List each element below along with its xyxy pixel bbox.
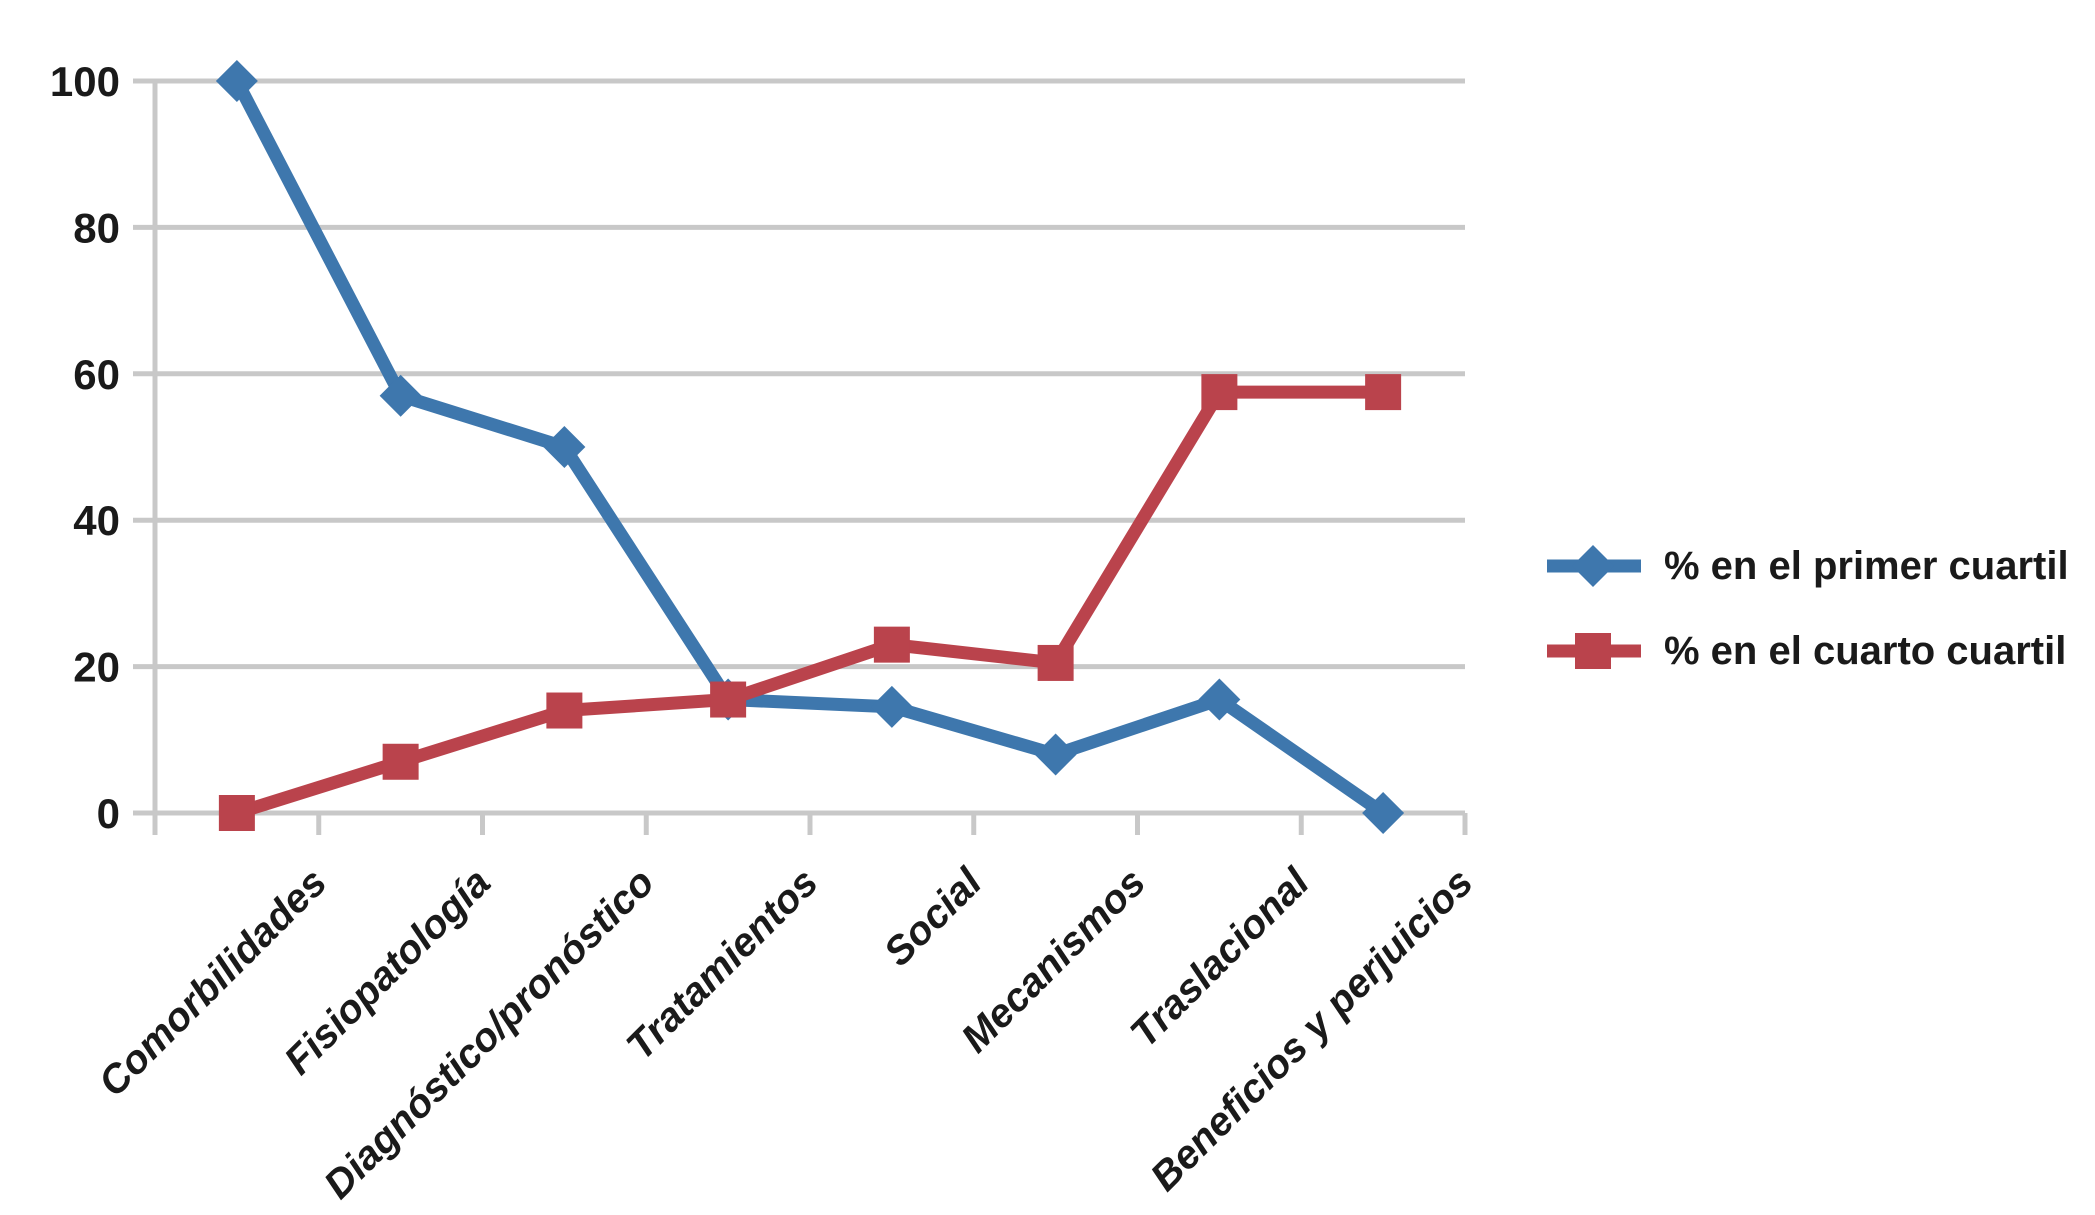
y-axis-tick-label: 80 <box>73 204 120 251</box>
series-line-0 <box>231 78 1387 819</box>
data-point-diamond <box>543 426 586 468</box>
legend-label-cuarto-cuartil: % en el cuarto cuartil <box>1664 629 2067 673</box>
y-axis-tick-label: 0 <box>97 790 120 837</box>
data-point-square <box>1201 374 1238 411</box>
data-point-square <box>1037 644 1074 681</box>
y-axis-tick-label: 60 <box>73 351 120 398</box>
data-point-diamond <box>870 685 913 728</box>
data-point-square <box>873 626 910 663</box>
category-label: Diagnóstico/pronóstico <box>316 860 663 1207</box>
series-line-1 <box>234 385 1384 820</box>
data-point-square <box>1365 374 1402 411</box>
category-label: Beneficios y perjuicios <box>1142 860 1481 1199</box>
data-point-diamond <box>1198 678 1241 721</box>
data-point-square <box>218 795 255 831</box>
data-point-diamond <box>379 374 422 417</box>
legend-label-primer-cuartil: % en el primer cuartil <box>1664 544 2069 588</box>
data-point-square <box>546 692 583 729</box>
data-point-square <box>382 743 419 780</box>
y-axis-tick-label: 40 <box>73 497 120 544</box>
legend-item-primer-cuartil: % en el primer cuartil <box>1546 543 2069 589</box>
data-point-diamond <box>215 60 258 102</box>
data-point-diamond <box>1034 733 1077 776</box>
data-point-square <box>710 681 747 718</box>
data-point-diamond <box>1362 792 1405 834</box>
red-square-marker-icon <box>1547 633 1641 669</box>
legend-item-cuarto-cuartil: % en el cuarto cuartil <box>1546 628 2069 674</box>
chart-legend: % en el primer cuartil % en el cuarto cu… <box>1546 543 2069 674</box>
y-axis-tick-label: 20 <box>73 644 120 691</box>
y-axis-tick-label: 100 <box>50 58 120 105</box>
blue-diamond-marker-icon <box>1547 545 1641 587</box>
category-label: Social <box>876 860 991 975</box>
